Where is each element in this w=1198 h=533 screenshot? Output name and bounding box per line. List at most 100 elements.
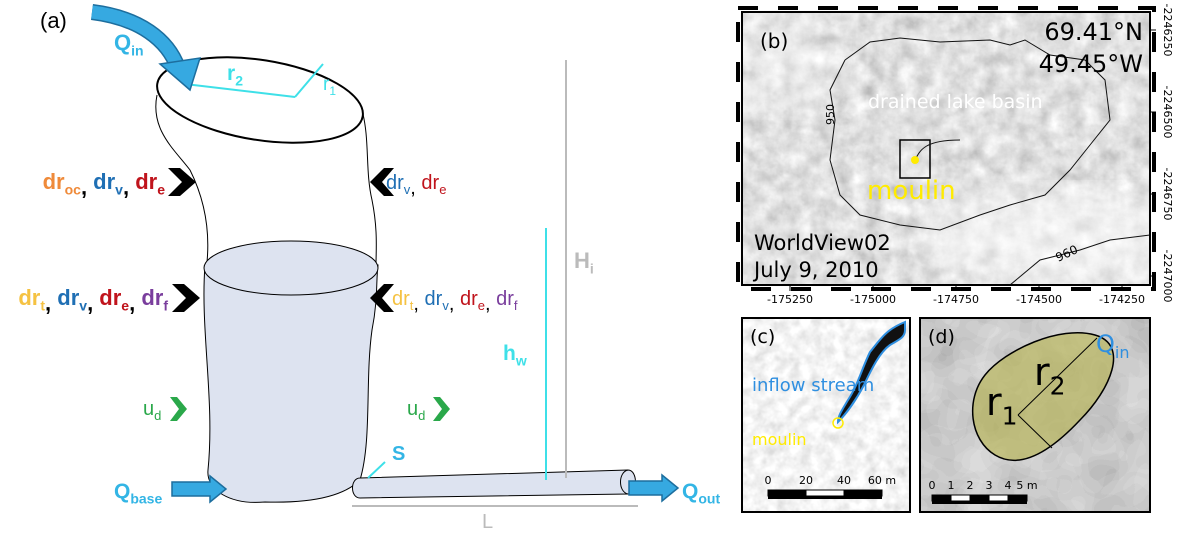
term-sub: out bbox=[698, 490, 720, 506]
l-label: L bbox=[482, 511, 493, 533]
term-sub: i bbox=[590, 261, 594, 277]
x-tick-label: -174500 bbox=[1016, 293, 1062, 306]
term-main: dr bbox=[496, 288, 514, 310]
term-main: dr bbox=[392, 288, 410, 310]
term-row: drt, drv, dre, drf bbox=[18, 285, 168, 316]
term-main: r bbox=[986, 380, 1002, 424]
sensor-label: WorldView02 bbox=[754, 231, 891, 255]
scale-segment bbox=[951, 495, 970, 501]
term-sub: in bbox=[131, 43, 143, 59]
term-row: droc, drv, dre bbox=[43, 169, 166, 200]
term-main: dr bbox=[43, 169, 65, 194]
scale-label: 3 bbox=[986, 479, 993, 492]
term-main: Q bbox=[682, 480, 698, 503]
term-main: Q bbox=[114, 30, 131, 55]
h-i-label: Hi bbox=[574, 248, 594, 277]
scale-label: 4 bbox=[1005, 479, 1012, 492]
term-sub: in bbox=[1115, 343, 1130, 362]
chevron bbox=[172, 284, 200, 312]
scale-label: 20 bbox=[799, 474, 813, 487]
y-tick-label: -2246500 bbox=[1161, 86, 1174, 139]
term-main: dr bbox=[18, 285, 40, 310]
separator: , bbox=[81, 175, 93, 200]
separator: , bbox=[449, 293, 460, 315]
term-sub: e bbox=[439, 182, 446, 197]
term-main: dr bbox=[421, 172, 439, 194]
scale-segment bbox=[1008, 495, 1027, 501]
q-in-arrow bbox=[92, 12, 178, 68]
chevron bbox=[168, 168, 196, 196]
term-main: dr bbox=[99, 285, 121, 310]
scale-segment bbox=[970, 495, 989, 501]
term-sub: w bbox=[515, 352, 527, 368]
term-sub: f bbox=[163, 298, 168, 314]
term-main: dr bbox=[141, 285, 163, 310]
separator: , bbox=[485, 293, 496, 315]
separator: , bbox=[410, 177, 421, 199]
u-d-label: ud bbox=[143, 398, 161, 423]
scale-segment bbox=[989, 495, 1008, 501]
separator: , bbox=[123, 175, 135, 200]
panel-label: (d) bbox=[928, 326, 955, 348]
s-label: S bbox=[392, 443, 405, 465]
scale-segment bbox=[768, 490, 806, 496]
term-sub: e bbox=[478, 298, 485, 313]
q-out-label: Qout bbox=[682, 480, 720, 506]
water-surface bbox=[204, 241, 378, 295]
term-main: dr bbox=[386, 172, 404, 194]
chevron bbox=[433, 397, 450, 421]
stream-label: inflow stream bbox=[752, 375, 874, 396]
chevron bbox=[170, 397, 187, 421]
term-sub: 1 bbox=[329, 84, 336, 98]
channel bbox=[353, 470, 636, 498]
moulin-dot bbox=[911, 156, 919, 164]
term-sub: e bbox=[157, 182, 165, 198]
longitude: 49.45°W bbox=[1039, 50, 1143, 78]
term-main: H bbox=[574, 248, 590, 273]
h-w-label: hw bbox=[503, 342, 527, 368]
scale-backdrop bbox=[932, 501, 1027, 504]
separator: , bbox=[413, 293, 424, 315]
term-sub: d bbox=[154, 408, 161, 423]
x-tick-label: -174250 bbox=[1099, 293, 1145, 306]
term-sub: v bbox=[115, 182, 123, 198]
scale-label: 1 bbox=[948, 479, 955, 492]
term-main: dr bbox=[135, 169, 157, 194]
separator: , bbox=[45, 291, 57, 316]
page: { "panel_a": { "label": "(a)", "q_in": {… bbox=[0, 0, 1198, 533]
term-row: drv, dre bbox=[386, 172, 446, 199]
term-sub: v bbox=[79, 298, 87, 314]
term-main: u bbox=[143, 398, 154, 420]
scale-label: 60 m bbox=[868, 474, 896, 487]
term-main: r bbox=[1034, 350, 1050, 394]
date-label: July 9, 2010 bbox=[752, 258, 879, 282]
term-main: h bbox=[503, 342, 516, 365]
latitude: 69.41°N bbox=[1044, 18, 1143, 46]
y-tick-label: -2246250 bbox=[1161, 4, 1174, 57]
scale-segment bbox=[844, 490, 882, 496]
figure: (a) L S Qinr2r1droc, drv, dredrv, dredrt… bbox=[0, 0, 1198, 533]
scale-label: 0 bbox=[929, 479, 936, 492]
term-main: Q bbox=[1096, 330, 1115, 358]
u-d-label: ud bbox=[407, 398, 425, 423]
term-sub: base bbox=[130, 490, 162, 506]
r1-label: r1 bbox=[323, 74, 336, 98]
moulin-wall bbox=[362, 110, 376, 265]
q-base-label: Qbase bbox=[114, 480, 162, 506]
x-tick-label: -175000 bbox=[850, 293, 896, 306]
x-tick-label: -174750 bbox=[933, 293, 979, 306]
term-main: dr bbox=[57, 285, 79, 310]
scale-label: 0 bbox=[765, 474, 772, 487]
scale-segment bbox=[806, 490, 844, 496]
scale-segment bbox=[932, 495, 951, 501]
term-row: drt, drv, dre, drf bbox=[392, 288, 518, 315]
term-main: r bbox=[227, 62, 235, 85]
scale-label: 2 bbox=[967, 479, 974, 492]
panel-b: (b) 69.41°N 49.45°W drained lake basin 9… bbox=[720, 4, 1198, 306]
term-sub: 1 bbox=[1002, 402, 1018, 431]
term-sub: e bbox=[121, 298, 129, 314]
term-main: Q bbox=[114, 480, 130, 503]
term-sub: 2 bbox=[1050, 372, 1066, 401]
